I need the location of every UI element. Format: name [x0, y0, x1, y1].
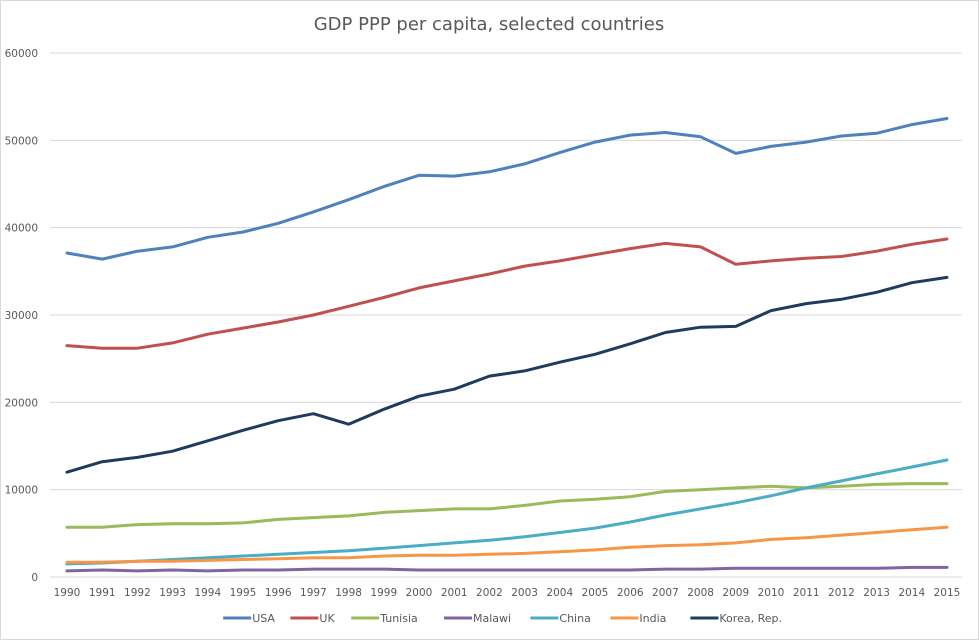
series-line-india	[65, 525, 949, 564]
legend-item-uk: UK	[290, 612, 335, 625]
x-tick-label: 2000	[406, 587, 433, 599]
x-tick-label: 1995	[230, 587, 257, 599]
chart-title: GDP PPP per capita, selected countries	[314, 14, 665, 35]
x-tick-label: 1992	[124, 587, 151, 599]
x-tick-label: 1990	[54, 587, 81, 599]
legend-item-malawi: Malawi	[444, 612, 511, 625]
y-tick-label: 0	[31, 572, 38, 584]
legend-label: Tunisia	[379, 612, 418, 625]
y-tick-label: 20000	[5, 397, 38, 409]
series-line-tunisia	[65, 482, 949, 529]
series-lines	[65, 117, 949, 573]
x-tick-label: 1996	[265, 587, 292, 599]
legend-label: China	[559, 612, 590, 625]
x-tick-label: 1994	[194, 587, 221, 599]
x-tick-label: 2014	[898, 587, 925, 599]
legend-label: USA	[252, 612, 275, 625]
x-tick-label: 2011	[793, 587, 820, 599]
y-tick-label: 30000	[5, 310, 38, 322]
series-line-uk	[65, 237, 949, 350]
x-tick-label: 1997	[300, 587, 327, 599]
x-tick-label: 1998	[335, 587, 362, 599]
x-tick-label: 2006	[617, 587, 644, 599]
x-tick-label: 1999	[370, 587, 397, 599]
gridlines	[50, 52, 962, 578]
x-tick-label: 2004	[546, 587, 573, 599]
legend: USA UK Tunisia Malawi China India Korea, Rep.	[223, 612, 782, 625]
series-line-malawi	[65, 565, 949, 573]
legend-item-usa: USA	[223, 612, 275, 625]
series-line-korea-rep	[65, 275, 949, 474]
x-tick-label: 2001	[441, 587, 468, 599]
x-tick-label: 2013	[863, 587, 890, 599]
x-tick-label: 1993	[159, 587, 186, 599]
y-tick-label: 40000	[5, 223, 38, 235]
legend-label: Korea, Rep.	[719, 612, 782, 625]
legend-item-korea-rep: Korea, Rep.	[690, 612, 782, 625]
x-tick-label: 2012	[828, 587, 855, 599]
series-line-usa	[65, 117, 949, 261]
legend-item-tunisia: Tunisia	[351, 612, 418, 625]
x-tick-label: 2008	[687, 587, 714, 599]
x-tick-label: 2002	[476, 587, 503, 599]
x-tick-label: 2003	[511, 587, 538, 599]
x-tick-label: 2005	[582, 587, 609, 599]
y-axis-ticks: 0 10000 20000 30000 40000 50000 60000	[5, 48, 38, 584]
legend-item-india: India	[610, 612, 666, 625]
y-tick-label: 10000	[5, 485, 38, 497]
x-tick-label: 2009	[722, 587, 749, 599]
legend-label: UK	[319, 612, 335, 625]
legend-label: Malawi	[473, 612, 511, 625]
x-tick-label: 2010	[758, 587, 785, 599]
y-tick-label: 50000	[5, 135, 38, 147]
x-tick-label: 1991	[89, 587, 116, 599]
legend-item-china: China	[530, 612, 591, 625]
x-tick-label: 2007	[652, 587, 679, 599]
x-tick-label: 2015	[934, 587, 961, 599]
legend-label: India	[639, 612, 666, 625]
x-axis-ticks: 1990 1991 1992 1993 1994 1995 1996 1997 1998 1999…	[54, 587, 961, 599]
series-line-china	[65, 458, 949, 566]
y-tick-label: 60000	[5, 48, 38, 60]
